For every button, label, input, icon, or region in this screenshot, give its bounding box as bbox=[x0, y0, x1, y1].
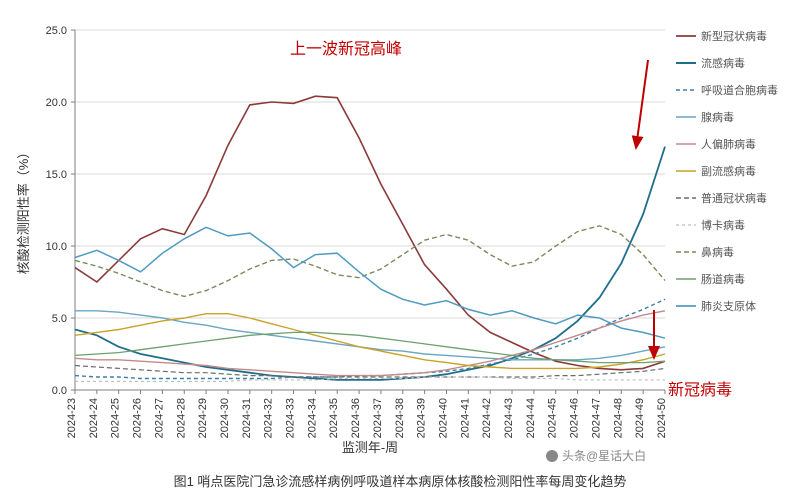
x-tick-label: 2024-26 bbox=[132, 398, 144, 438]
x-tick-label: 2024-38 bbox=[394, 398, 406, 438]
watermark-text: 头条@星话大白 bbox=[562, 448, 646, 463]
x-tick-label: 2024-36 bbox=[350, 398, 362, 438]
legend-label: 肺炎支原体 bbox=[701, 299, 756, 313]
x-tick-label: 2024-30 bbox=[219, 398, 231, 438]
x-tick-label: 2024-34 bbox=[306, 398, 318, 438]
y-axis-title: 核酸检测阳性率（%） bbox=[16, 146, 31, 275]
x-tick-label: 2024-50 bbox=[656, 398, 668, 438]
x-tick-label: 2024-45 bbox=[547, 398, 559, 438]
y-tick-label: 5.0 bbox=[52, 313, 67, 325]
x-tick-label: 2024-28 bbox=[175, 398, 187, 438]
x-tick-label: 2024-27 bbox=[153, 398, 165, 438]
y-tick-label: 10.0 bbox=[46, 241, 67, 253]
x-tick-label: 2024-25 bbox=[110, 398, 122, 438]
x-tick-label: 2024-48 bbox=[612, 398, 624, 438]
chart-container: 0.0 5.0 10.0 15.0 20.0 25.0 2024-23 2024-24 2024… bbox=[0, 0, 800, 500]
figure-caption: 图1 哨点医院门急诊流感样病例呼吸道样本病原体核酸检测阳性率每周变化趋势 bbox=[174, 474, 627, 489]
legend-label: 普通冠状病毒 bbox=[701, 191, 767, 205]
legend-label: 鼻病毒 bbox=[701, 245, 734, 259]
x-tick-label: 2024-43 bbox=[503, 398, 515, 438]
y-tick-label: 20.0 bbox=[46, 97, 67, 109]
x-tick-label: 2024-31 bbox=[241, 398, 253, 438]
x-tick-label: 2024-23 bbox=[66, 398, 78, 438]
x-tick-label: 2024-29 bbox=[197, 398, 209, 438]
annotation-text: 新冠病毒 bbox=[668, 381, 732, 399]
x-tick-label: 2024-41 bbox=[459, 398, 471, 438]
line-chart: 0.0 5.0 10.0 15.0 20.0 25.0 2024-23 2024-24 2024… bbox=[0, 0, 800, 500]
x-tick-label: 2024-37 bbox=[372, 398, 384, 438]
legend-label: 腺病毒 bbox=[701, 110, 734, 124]
legend-label: 肠道病毒 bbox=[701, 272, 745, 286]
legend-label: 博卡病毒 bbox=[701, 218, 745, 232]
y-tick-label: 0.0 bbox=[52, 385, 67, 397]
x-tick-label: 2024-42 bbox=[481, 398, 493, 438]
x-tick-label: 2024-46 bbox=[569, 398, 581, 438]
legend-label: 呼吸道合胞病毒 bbox=[701, 83, 778, 97]
x-tick-label: 2024-35 bbox=[328, 398, 340, 438]
legend-label: 新型冠状病毒 bbox=[701, 29, 767, 43]
x-tick-label: 2024-47 bbox=[590, 398, 602, 438]
y-tick-label: 25.0 bbox=[46, 25, 67, 37]
x-tick-label: 2024-24 bbox=[88, 398, 100, 438]
x-tick-label: 2024-44 bbox=[525, 398, 537, 438]
x-axis-title: 监测年-周 bbox=[342, 440, 398, 455]
legend-label: 流感病毒 bbox=[701, 56, 745, 70]
x-tick-label: 2024-49 bbox=[634, 398, 646, 438]
x-tick-label: 2024-33 bbox=[285, 398, 297, 438]
x-tick-label: 2024-40 bbox=[437, 398, 449, 438]
watermark-icon bbox=[546, 450, 558, 462]
x-tick-label: 2024-32 bbox=[263, 398, 275, 438]
legend-label: 副流感病毒 bbox=[701, 164, 756, 178]
x-tick-label: 2024-39 bbox=[416, 398, 428, 438]
legend-label: 人偏肺病毒 bbox=[701, 137, 756, 151]
annotation-text: 上一波新冠高峰 bbox=[290, 40, 402, 58]
y-tick-label: 15.0 bbox=[46, 169, 67, 181]
